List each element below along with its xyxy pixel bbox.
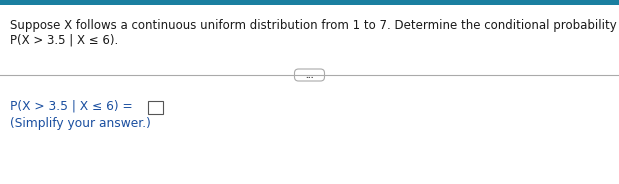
Text: (Simplify your answer.): (Simplify your answer.) [10,117,151,130]
Text: P(X > 3.5 | X ≤ 6).: P(X > 3.5 | X ≤ 6). [10,33,118,46]
FancyBboxPatch shape [295,69,324,81]
FancyBboxPatch shape [147,100,163,114]
Text: Suppose X follows a continuous uniform distribution from 1 to 7. Determine the c: Suppose X follows a continuous uniform d… [10,19,617,32]
Text: P(X > 3.5 | X ≤ 6) =: P(X > 3.5 | X ≤ 6) = [10,100,132,113]
Text: ...: ... [305,70,314,79]
FancyBboxPatch shape [0,0,619,5]
